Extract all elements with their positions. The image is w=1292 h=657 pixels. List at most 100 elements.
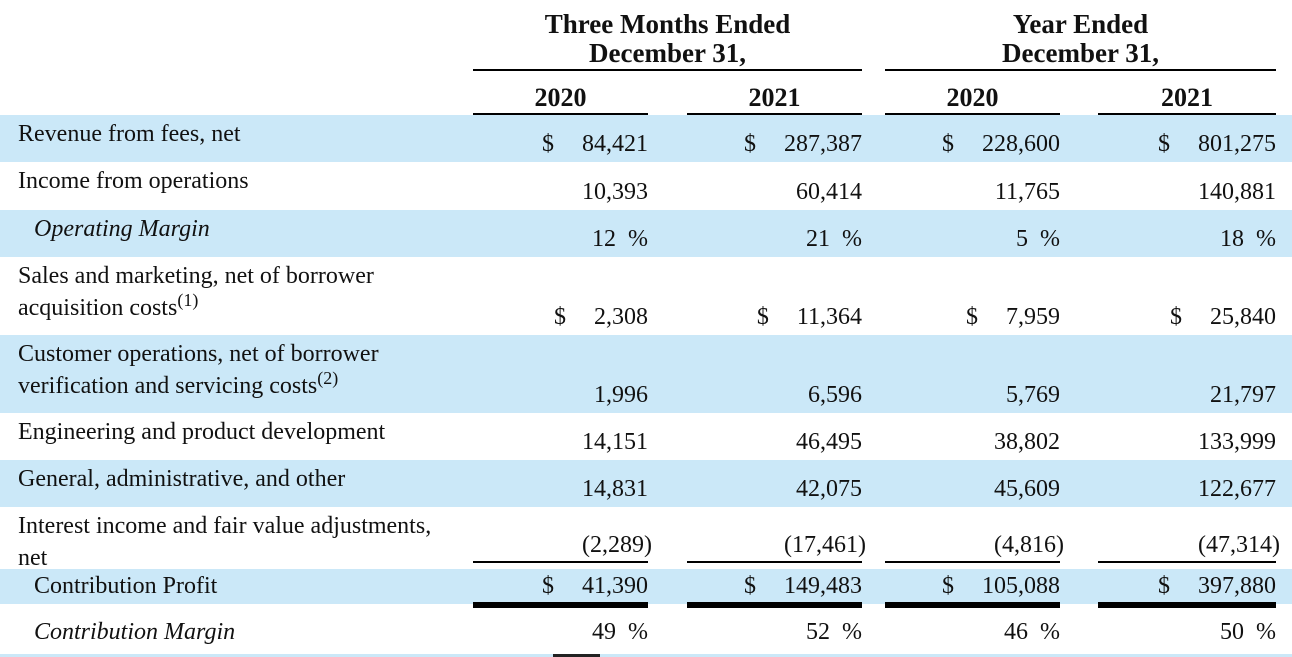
value-cell: 10,393 xyxy=(473,162,648,210)
row-label-line2: acquisition costs(1) xyxy=(18,290,199,321)
value: 133,999 xyxy=(1198,429,1276,455)
value: 38,802 xyxy=(994,429,1060,455)
value: 25,840 xyxy=(1210,304,1276,330)
year-header: 2020 xyxy=(885,85,1060,115)
value-cell: $7,959 xyxy=(885,257,1060,335)
footnote-ref: (1) xyxy=(177,290,199,310)
value: 5,769 xyxy=(1006,382,1060,408)
value: 52 xyxy=(806,619,830,645)
currency-symbol: $ xyxy=(756,304,769,330)
value-cell: 45,609 xyxy=(885,460,1060,507)
value: 801,275 xyxy=(1198,131,1276,157)
year-header: 2020 xyxy=(473,85,648,115)
year-header: 2021 xyxy=(687,85,862,115)
value: 5 xyxy=(1016,226,1028,252)
row-engineering-product-development: Engineering and product development 14,1… xyxy=(0,413,1292,460)
percent-sign: % xyxy=(842,226,862,252)
value: 49 xyxy=(592,619,616,645)
row-label: Sales and marketing, net of borrower acq… xyxy=(0,257,473,335)
value-cell: 21% xyxy=(687,210,862,257)
value: 84,421 xyxy=(582,131,648,157)
value: 149,483 xyxy=(784,573,862,599)
value-cell: $228,600 xyxy=(885,115,1060,162)
value-cell: 6,596 xyxy=(687,335,862,413)
table-header-years: 2020 2021 2020 2021 xyxy=(0,85,1292,115)
value-cell: $801,275 xyxy=(1098,115,1276,162)
value: 1,996 xyxy=(594,382,648,408)
value-cell: 49% xyxy=(473,612,648,650)
value-cell: $2,308 xyxy=(473,257,648,335)
row-label-line1: Sales and marketing, net of borrower xyxy=(18,263,374,289)
value-cell: $11,364 xyxy=(687,257,862,335)
value-cell: (17,461) xyxy=(687,507,866,563)
col-group-three-months: Three Months Ended December 31, xyxy=(473,0,862,71)
percent-sign: % xyxy=(628,226,648,252)
value-cell: $84,421 xyxy=(473,115,648,162)
value-cell: 5% xyxy=(885,210,1060,257)
value: 46 xyxy=(1004,619,1028,645)
table-header-groups: Three Months Ended December 31, Year End… xyxy=(0,0,1292,71)
footnote-ref: (2) xyxy=(317,368,339,388)
row-label: General, administrative, and other xyxy=(18,466,346,492)
currency-symbol: $ xyxy=(1158,573,1170,599)
value-cell: 12% xyxy=(473,210,648,257)
value-cell: 50% xyxy=(1098,612,1276,650)
value: 140,881 xyxy=(1198,179,1276,205)
value: 6,596 xyxy=(808,382,862,408)
value: 2,308 xyxy=(594,304,648,330)
value-cell: 21,797 xyxy=(1098,335,1276,413)
value-cell: 42,075 xyxy=(687,460,862,507)
value: 7,959 xyxy=(1006,304,1060,330)
value: 228,600 xyxy=(982,131,1060,157)
value-cell: (2,289) xyxy=(473,507,652,563)
group-header-line1: Year Ended xyxy=(1012,9,1149,39)
row-sales-and-marketing: Sales and marketing, net of borrower acq… xyxy=(0,257,1292,335)
value: 50 xyxy=(1220,619,1244,645)
value-cell: 46% xyxy=(885,612,1060,650)
currency-symbol: $ xyxy=(966,304,978,330)
group-header-line2: December 31, xyxy=(589,38,746,68)
value-cell: 1,996 xyxy=(473,335,648,413)
value-cell: $287,387 xyxy=(687,115,862,162)
value: 122,677 xyxy=(1198,476,1276,502)
value-cell: 140,881 xyxy=(1098,162,1276,210)
group-header-line1: Three Months Ended xyxy=(544,9,791,39)
currency-symbol: $ xyxy=(542,573,554,599)
value: 21,797 xyxy=(1210,382,1276,408)
value: 10,393 xyxy=(582,179,648,205)
value-cell: 14,151 xyxy=(473,413,648,460)
value-cell: 46,495 xyxy=(687,413,862,460)
currency-symbol: $ xyxy=(554,304,566,330)
group-header-line2: December 31, xyxy=(1002,38,1159,68)
row-label: Income from operations xyxy=(18,168,249,194)
value: 397,880 xyxy=(1198,573,1276,599)
row-label: Engineering and product development xyxy=(18,419,386,445)
value-cell: (4,816) xyxy=(885,507,1064,563)
value: 14,151 xyxy=(582,429,648,455)
value-cell: $149,483 xyxy=(687,569,862,604)
cropped-rule-artifact xyxy=(553,654,600,657)
currency-symbol: $ xyxy=(744,573,756,599)
percent-sign: % xyxy=(842,619,862,645)
row-label-line2: net xyxy=(18,545,48,571)
row-label-line2: verification and servicing costs(2) xyxy=(18,368,339,399)
value: 105,088 xyxy=(982,573,1060,599)
row-label-line1: Interest income and fair value adjustmen… xyxy=(18,513,432,539)
currency-symbol: $ xyxy=(942,131,954,157)
value-cell: $25,840 xyxy=(1098,257,1276,335)
row-label: Interest income and fair value adjustmen… xyxy=(0,507,473,571)
row-income-from-operations: Income from operations 10,393 60,414 11,… xyxy=(0,162,1292,210)
value-cell: 11,765 xyxy=(885,162,1060,210)
percent-sign: % xyxy=(1256,619,1276,645)
value-cell: $105,088 xyxy=(885,569,1060,604)
value-cell: 52% xyxy=(687,612,862,650)
row-label: Revenue from fees, net xyxy=(18,121,241,147)
currency-symbol: $ xyxy=(744,131,756,157)
value-cell: $41,390 xyxy=(473,569,648,604)
row-label: Customer operations, net of borrower ver… xyxy=(0,335,473,413)
row-contribution-margin: Contribution Margin 49% 52% 46% 50% xyxy=(0,612,1292,650)
row-contribution-profit: Contribution Profit $41,390 $149,483 $10… xyxy=(0,569,1292,604)
value-cell: 5,769 xyxy=(885,335,1060,413)
row-label: Contribution Margin xyxy=(34,619,236,645)
